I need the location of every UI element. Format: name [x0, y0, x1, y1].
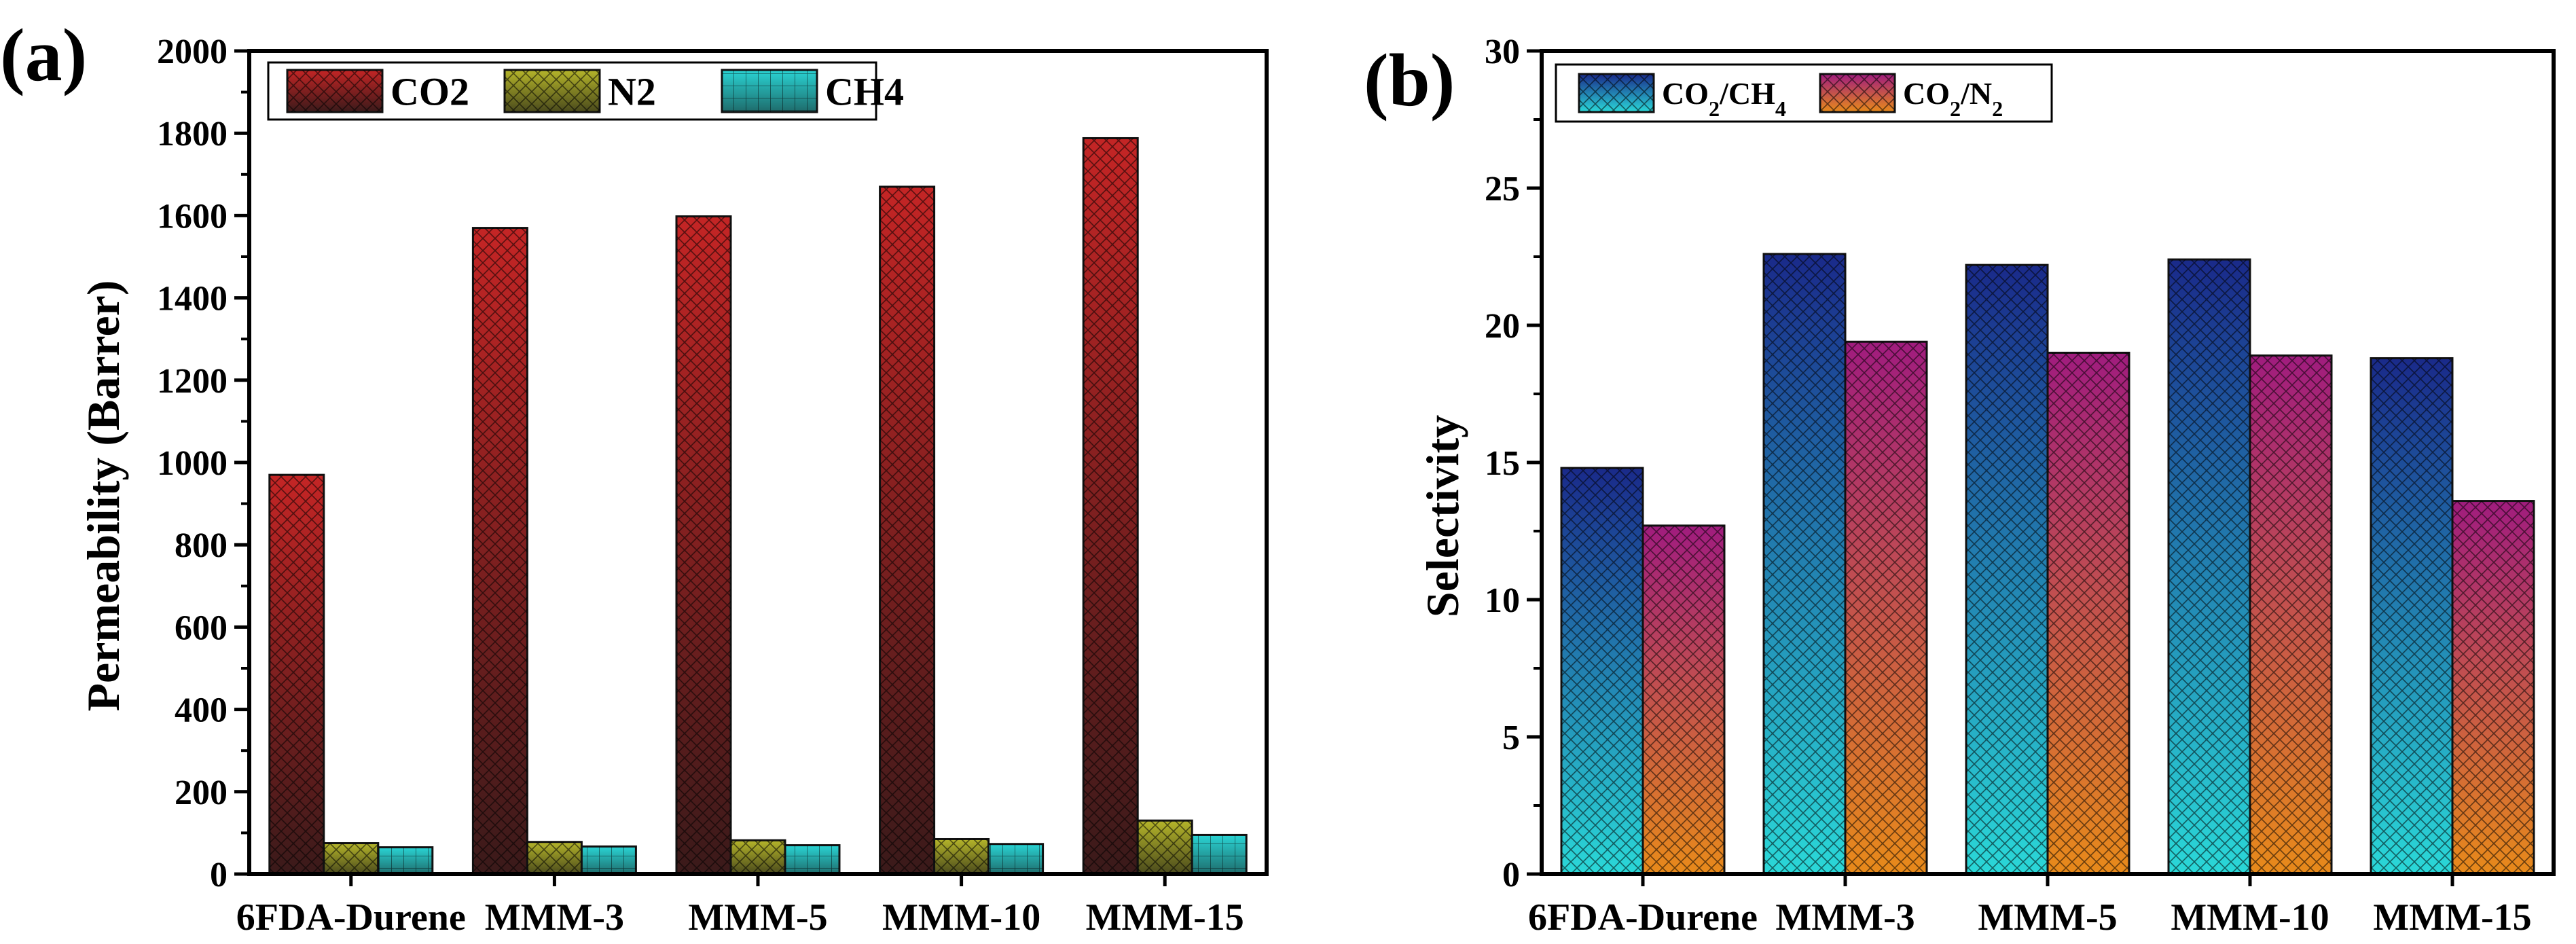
panel-a-axis-ticks: 6FDA-Durene MMM-3 MMM-5 MMM-10 MMM-15 0 200 400…: [157, 33, 1244, 939]
panel-a-legend: CO2 N2 CH4: [267, 61, 904, 121]
panel-b-legend: CO2/CH4 CO2/N2: [1555, 63, 2053, 123]
y-tick-label-10: 10: [1485, 581, 1520, 620]
bar-ch4-mmm-10: [987, 843, 1045, 875]
bar-co2-n2-mmm-15: [2451, 500, 2535, 875]
y-tick-label-800: 800: [175, 526, 228, 565]
y-tick-label-30: 30: [1485, 33, 1520, 71]
panel-a-y-axis-label: Permeability (Barrer): [77, 280, 129, 711]
legend-label-co2: CO2: [391, 69, 469, 113]
bar-co2-ch4-mmm-3: [1762, 253, 1847, 875]
legend-label-co2-n2: CO2/N2: [1903, 76, 2003, 121]
x-tick-label-mmm-10: MMM-10: [2171, 896, 2329, 939]
panel-b-axis-ticks: 6FDA-Durene MMM-3 MMM-5 MMM-10 MMM-15 0 5 10 15 2…: [1485, 33, 2532, 939]
legend-label-n2: N2: [608, 69, 656, 113]
y-tick-label-0: 0: [210, 856, 228, 894]
bar-n2-mmm-10: [933, 837, 990, 875]
bar-n2-6fda-durene: [323, 842, 380, 875]
bar-co2-mmm-3: [471, 227, 528, 875]
y-tick-label-1200: 1200: [157, 362, 228, 401]
x-tick-label-mmm-10: MMM-10: [882, 896, 1040, 939]
panel-b-y-axis-label: Selectivity: [1417, 415, 1468, 617]
bar-co2-ch4-6fda-durene: [1560, 467, 1644, 875]
x-tick-label-mmm-3: MMM-3: [485, 896, 624, 939]
bar-ch4-mmm-15: [1191, 833, 1248, 875]
panel-a-plot-frame: [247, 49, 1269, 876]
bar-n2-mmm-15: [1136, 819, 1193, 875]
legend-item-ch4: CH4: [721, 69, 904, 113]
y-tick-label-2000: 2000: [157, 33, 228, 71]
bar-n2-mmm-3: [526, 841, 583, 875]
bar-co2-n2-mmm-3: [1844, 340, 1928, 875]
y-tick-label-15: 15: [1485, 444, 1520, 483]
x-tick-label-mmm-5: MMM-5: [1978, 896, 2117, 939]
legend-label-ch4: CH4: [825, 69, 904, 113]
bar-co2-ch4-mmm-10: [2167, 258, 2251, 875]
x-tick-label-6fda-durene: 6FDA-Durene: [236, 896, 466, 939]
bar-co2-mmm-15: [1082, 137, 1139, 875]
y-tick-label-20: 20: [1485, 307, 1520, 346]
legend-item-co2-n2: CO2/N2: [1819, 73, 2003, 121]
bar-ch4-mmm-5: [784, 844, 841, 875]
bar-co2-ch4-mmm-15: [2370, 357, 2454, 875]
bar-co2-ch4-mmm-5: [1965, 264, 2049, 875]
panel-b-selectivity-chart: (b) Selectivity 6FDA-Durene MMM-3 MMM-5 MMM…: [1364, 33, 2556, 939]
y-tick-label-25: 25: [1485, 170, 1520, 208]
x-tick-label-mmm-5: MMM-5: [688, 896, 827, 939]
bar-co2-n2-mmm-10: [2249, 354, 2333, 875]
panel-b-bars: [1560, 253, 2535, 875]
bar-co2-mmm-5: [675, 215, 732, 875]
y-tick-label-0: 0: [1502, 856, 1520, 894]
panel-a-bars: [268, 137, 1248, 875]
legend-label-co2-ch4: CO2/CH4: [1662, 76, 1786, 121]
bar-co2-n2-6fda-durene: [1641, 524, 1726, 875]
y-tick-label-1000: 1000: [157, 444, 228, 483]
y-tick-label-200: 200: [175, 774, 228, 812]
panel-a-permeability-chart: (a) Permeability (Barrer) 6FDA-Durene MMM…: [0, 14, 1269, 939]
panel-b-plot-frame: [1540, 49, 2556, 876]
bar-co2-6fda-durene: [268, 473, 325, 875]
legend-item-co2-ch4: CO2/CH4: [1578, 73, 1786, 121]
x-tick-label-mmm-15: MMM-15: [2373, 896, 2531, 939]
legend-item-co2: CO2: [286, 69, 469, 113]
y-tick-label-1800: 1800: [157, 115, 228, 153]
y-tick-label-600: 600: [175, 609, 228, 647]
bar-ch4-mmm-3: [580, 845, 637, 875]
legend-item-n2: N2: [503, 69, 656, 113]
bar-co2-mmm-10: [879, 185, 936, 875]
y-tick-label-5: 5: [1502, 719, 1520, 757]
bar-co2-n2-mmm-5: [2046, 351, 2130, 875]
y-tick-label-400: 400: [175, 691, 228, 730]
y-tick-label-1400: 1400: [157, 280, 228, 319]
x-tick-label-mmm-3: MMM-3: [1775, 896, 1915, 939]
x-tick-label-6fda-durene: 6FDA-Durene: [1528, 896, 1758, 939]
bar-n2-mmm-5: [729, 839, 786, 875]
x-tick-label-mmm-15: MMM-15: [1086, 896, 1244, 939]
bar-ch4-6fda-durene: [377, 846, 434, 875]
panel-b-label: (b): [1364, 39, 1455, 122]
y-tick-label-1600: 1600: [157, 197, 228, 236]
panel-a-label: (a): [0, 14, 87, 96]
